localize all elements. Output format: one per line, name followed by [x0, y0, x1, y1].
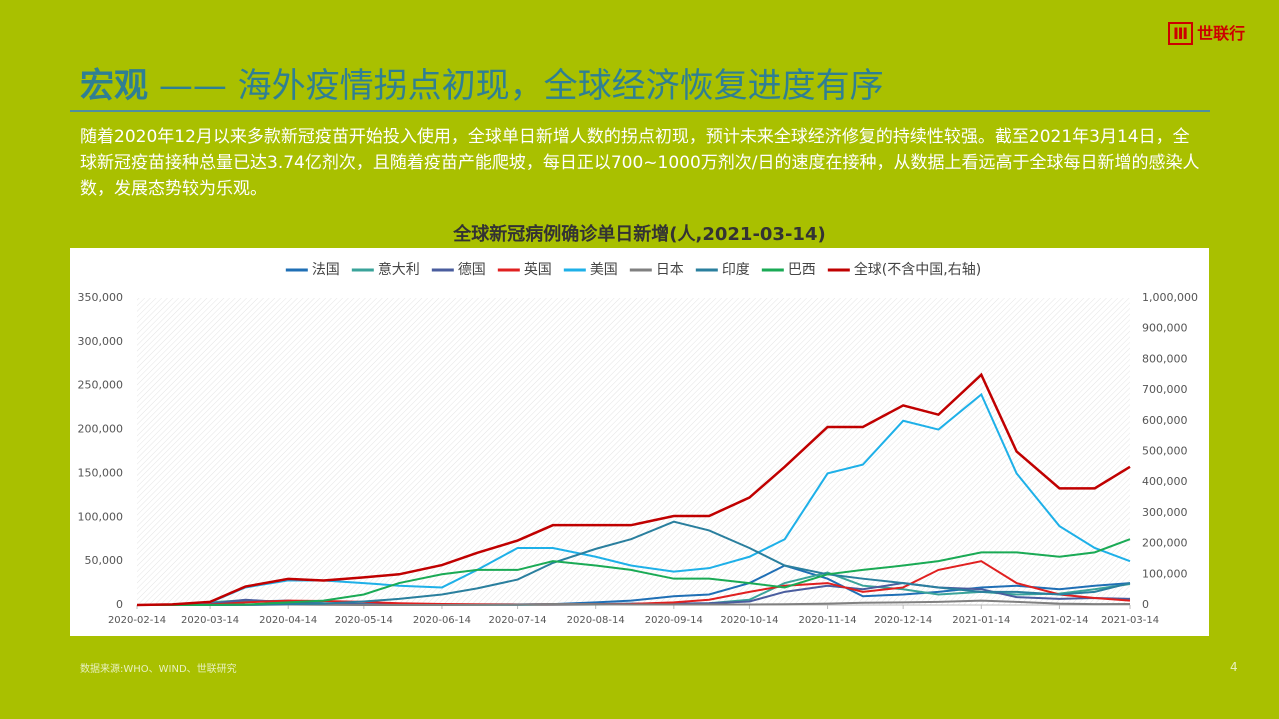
y2-tick-label: 700,000 [1142, 383, 1188, 396]
divider [70, 110, 1210, 112]
y-tick-label: 300,000 [78, 335, 124, 348]
x-tick-label: 2020-10-14 [720, 615, 778, 626]
chart-title: 全球新冠病例确诊单日新增(人,2021-03-14) [453, 224, 826, 245]
y-tick-label: 200,000 [78, 423, 124, 436]
x-tick-label: 2020-09-14 [645, 615, 703, 626]
x-tick-label: 2021-01-14 [952, 615, 1010, 626]
y2-tick-label: 100,000 [1142, 567, 1188, 580]
title: 宏观 —— 海外疫情拐点初现，全球经济恢复进度有序 [80, 58, 884, 107]
y-tick-label: 250,000 [78, 379, 124, 392]
x-tick-label: 2020-03-14 [181, 615, 239, 626]
legend-label: 巴西 [788, 262, 816, 278]
x-tick-label: 2020-08-14 [567, 615, 625, 626]
y2-tick-label: 800,000 [1142, 352, 1188, 365]
y2-tick-label: 0 [1142, 598, 1149, 611]
x-tick-label: 2021-03-14 [1101, 615, 1159, 626]
page-number: 4 [1230, 660, 1238, 674]
y2-tick-label: 1,000,000 [1142, 291, 1198, 304]
x-tick-label: 2020-02-14 [108, 615, 166, 626]
y2-tick-label: 500,000 [1142, 445, 1188, 458]
y2-tick-label: 300,000 [1142, 506, 1188, 519]
y2-tick-label: 600,000 [1142, 414, 1188, 427]
legend-label: 全球(不含中国,右轴) [854, 261, 981, 278]
source: 数据来源:WHO、WIND、世联研究 [80, 664, 237, 675]
x-tick-label: 2020-11-14 [799, 615, 857, 626]
x-tick-label: 2020-12-14 [874, 615, 932, 626]
x-tick-label: 2021-02-14 [1030, 615, 1088, 626]
legend-label: 印度 [722, 262, 750, 278]
legend-label: 英国 [524, 261, 552, 278]
y-tick-label: 350,000 [78, 291, 124, 304]
title-bold: 宏观 [80, 66, 148, 106]
logo: Ⅲ 世联行 [1168, 20, 1246, 45]
series-line [136, 372, 1131, 607]
y-tick-label: 100,000 [78, 510, 124, 523]
x-tick-label: 2020-04-14 [259, 615, 317, 626]
legend-label: 美国 [590, 262, 618, 278]
x-tick-label: 2020-07-14 [489, 615, 547, 626]
plot-bg [137, 298, 1130, 605]
y2-tick-label: 200,000 [1142, 537, 1188, 550]
x-tick-label: 2020-06-14 [413, 615, 471, 626]
chart: 0 50,000 100,000 150,000 200,000 250,000 300,0… [70, 248, 1209, 636]
legend-label: 德国 [458, 262, 486, 278]
y-tick-label: 150,000 [78, 466, 124, 479]
legend-label: 法国 [312, 262, 340, 278]
logo-text: 世联行 [1197, 24, 1246, 43]
body-text: 随着2020年12月以来多款新冠疫苗开始投入使用，全球单日新增人数的拐点初现，预… [80, 127, 1200, 199]
legend-label: 日本 [656, 262, 684, 278]
series-line [137, 520, 1131, 606]
y2-tick-label: 400,000 [1142, 475, 1188, 488]
series-line [137, 538, 1131, 606]
title-rest: —— 海外疫情拐点初现，全球经济恢复进度有序 [158, 66, 884, 106]
legend-label: 意大利 [378, 261, 420, 278]
y-tick-label: 50,000 [85, 554, 124, 567]
y-tick-label: 0 [116, 598, 123, 611]
y2-tick-label: 900,000 [1142, 322, 1188, 335]
x-tick-label: 2020-05-14 [335, 615, 393, 626]
